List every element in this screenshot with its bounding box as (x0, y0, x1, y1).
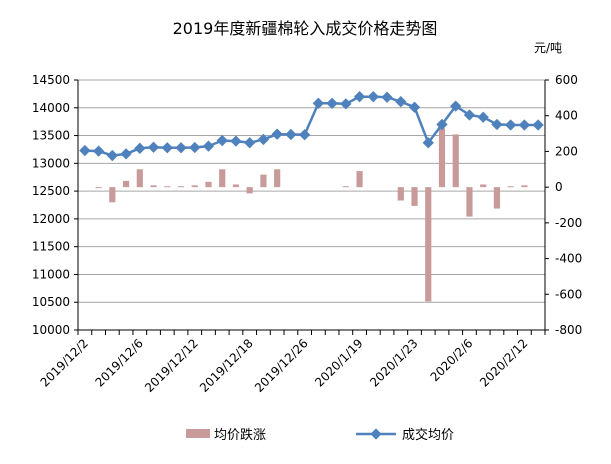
right-tick-label: -800 (555, 323, 582, 337)
bar (425, 187, 432, 302)
left-tick-label: 10500 (32, 295, 70, 309)
bar (397, 187, 404, 201)
line-point (422, 137, 434, 149)
left-tick-label: 11500 (32, 240, 70, 254)
chart-title: 2019年度新疆棉轮入成交价格走势图 (173, 19, 438, 38)
right-tick-label: 0 (555, 180, 563, 194)
line-point (244, 137, 256, 149)
line-point (134, 142, 146, 154)
line-series-avg-price (79, 91, 544, 162)
left-tick-label: 14000 (32, 101, 70, 115)
legend-bar-label: 均价跌涨 (214, 427, 266, 443)
bar (452, 134, 459, 188)
x-tick-label: 2020/1/23 (367, 336, 420, 389)
bar (507, 186, 514, 188)
bar (95, 187, 102, 189)
bar (493, 187, 501, 209)
right-axis-unit: 元/吨 (534, 41, 562, 55)
legend-line-label: 成交均价 (402, 427, 454, 443)
right-tick-label: -200 (555, 216, 582, 230)
bar (466, 187, 473, 217)
x-tick-label: 2019/12/18 (197, 336, 256, 395)
series-line (84, 95, 539, 157)
left-tick-label: 10000 (32, 323, 70, 337)
line-point (147, 141, 160, 153)
line-point (518, 119, 531, 131)
right-tick-label: -400 (555, 252, 582, 266)
line-point (161, 142, 173, 154)
line-point (257, 133, 270, 146)
left-tick-label: 13500 (32, 129, 70, 143)
line-point (408, 101, 421, 113)
gridlines (78, 79, 545, 331)
bar (438, 128, 446, 188)
bar (480, 184, 487, 188)
bar (356, 171, 363, 188)
x-tick-label: 2019/12/6 (93, 336, 146, 389)
right-tick-label: 400 (555, 109, 578, 123)
bar (246, 187, 253, 194)
line-point (106, 149, 118, 162)
bar (136, 169, 143, 188)
line-point (298, 129, 311, 141)
line-point (79, 144, 91, 157)
line-point (216, 134, 228, 147)
legend: 均价跌涨 成交均价 (186, 427, 454, 443)
line-point (120, 148, 132, 160)
line-point (505, 119, 517, 131)
line-point (381, 91, 393, 103)
left-tick-label: 12000 (32, 212, 70, 226)
left-tick-label: 11000 (32, 267, 70, 281)
right-tick-label: 200 (555, 144, 578, 158)
left-tick-label: 14500 (32, 73, 70, 87)
bar (205, 181, 212, 188)
x-tick-label: 2019/12/12 (142, 336, 201, 395)
line-point (189, 141, 201, 154)
bar (150, 185, 157, 188)
bar (274, 169, 281, 188)
line-point (367, 91, 379, 103)
bar (122, 180, 130, 188)
line-point (202, 140, 215, 152)
bar-series-price-change (95, 128, 528, 302)
line-point (395, 96, 407, 108)
line-point (92, 145, 105, 157)
legend-bar-swatch (186, 429, 210, 438)
line-point (271, 128, 283, 140)
line-point (532, 119, 544, 131)
right-tick-label: -600 (555, 287, 582, 301)
x-tick-label: 2020/2/12 (477, 336, 530, 389)
bar (260, 174, 267, 188)
left-tick-label: 12500 (32, 184, 70, 198)
tick-labels: 10000 10500 11000 11500 12000 12500 13000 13500… (32, 73, 582, 395)
line-point (285, 128, 297, 141)
bar (177, 186, 185, 188)
line-point (353, 91, 366, 103)
bar (191, 185, 198, 188)
bar (164, 186, 171, 188)
right-tick-label: 600 (555, 73, 578, 87)
bar (109, 187, 116, 203)
bar (411, 187, 418, 206)
bar (232, 184, 240, 188)
x-tick-label: 2020/1/19 (312, 336, 365, 389)
bar (342, 186, 349, 188)
left-tick-label: 13000 (32, 156, 70, 170)
x-tick-label: 2020/2/6 (428, 336, 476, 384)
line-point (477, 111, 489, 123)
line-point (491, 118, 503, 131)
legend-line-marker (370, 428, 382, 440)
bar (219, 169, 226, 188)
bar (521, 185, 528, 188)
line-point (230, 135, 242, 147)
x-tick-label: 2019/12/2 (38, 336, 91, 389)
x-tick-label: 2019/12/26 (252, 336, 311, 395)
axes (74, 79, 549, 335)
line-point (175, 142, 187, 154)
